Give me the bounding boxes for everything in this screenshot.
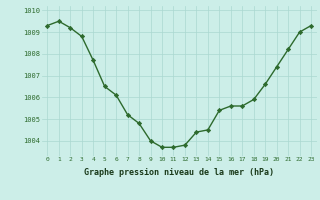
X-axis label: Graphe pression niveau de la mer (hPa): Graphe pression niveau de la mer (hPa) xyxy=(84,168,274,177)
